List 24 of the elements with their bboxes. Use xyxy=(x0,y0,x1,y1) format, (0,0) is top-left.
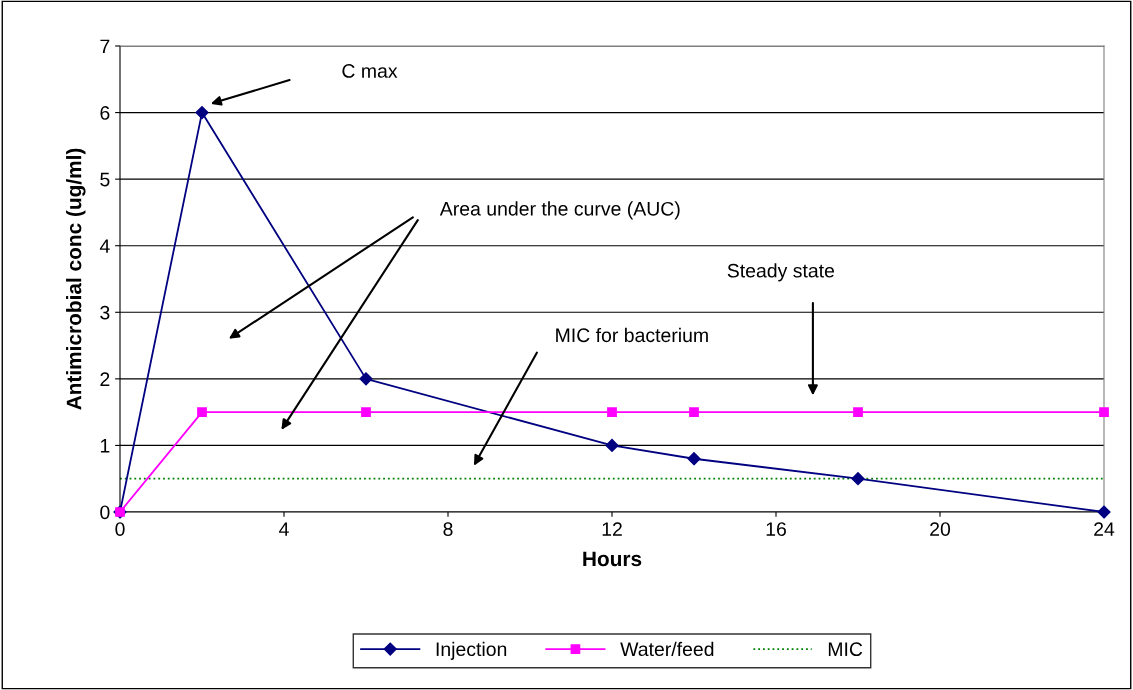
y-tick-label: 6 xyxy=(100,106,110,120)
y-axis-title: Antimicrobial conc (ug/ml) xyxy=(66,148,86,410)
x-tick-label: 12 xyxy=(602,522,622,536)
legend-label: Injection xyxy=(436,641,507,660)
y-tick-label: 4 xyxy=(99,239,110,253)
y-tick-label: 0 xyxy=(100,505,110,520)
annotation: C max xyxy=(342,64,398,78)
x-axis-title: Hours xyxy=(583,551,642,567)
annotation: MIC for bacterium xyxy=(556,327,708,343)
x-tick-label: 0 xyxy=(115,522,125,536)
x-tick-label: 24 xyxy=(1094,522,1115,536)
legend-label: MIC xyxy=(828,642,863,657)
legend-label: Water/feed xyxy=(620,641,714,657)
y-tick-label: 1 xyxy=(100,439,110,453)
x-tick-label: 16 xyxy=(766,522,786,536)
annotation: Steady state xyxy=(727,263,835,282)
y-tick-label: 7 xyxy=(100,39,110,54)
annotation: Area under the curve (AUC) xyxy=(439,201,680,220)
y-tick-label: 2 xyxy=(100,372,110,386)
x-tick-label: 20 xyxy=(930,522,951,536)
y-tick-label: 5 xyxy=(100,172,110,187)
x-tick-label: 4 xyxy=(279,522,289,536)
x-tick-label: 8 xyxy=(443,522,453,536)
y-tick-label: 3 xyxy=(100,305,110,320)
